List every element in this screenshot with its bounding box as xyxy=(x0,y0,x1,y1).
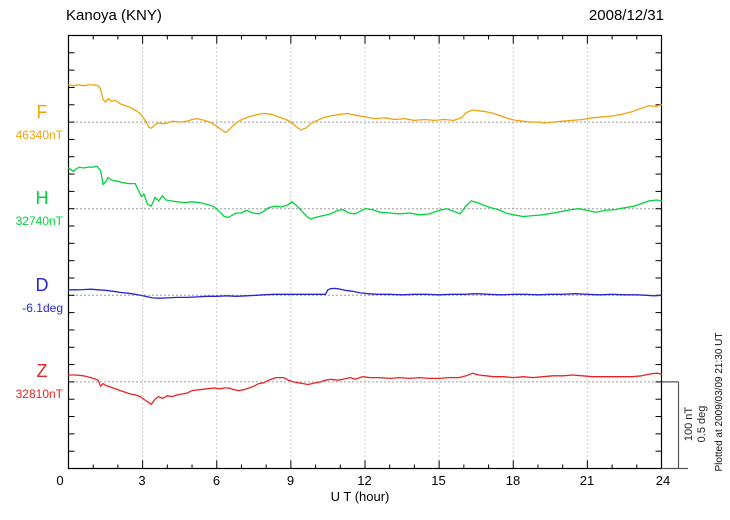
x-tick-label: 24 xyxy=(655,473,671,488)
trace-Z xyxy=(67,372,663,406)
trace-H xyxy=(67,165,663,220)
series-letter-Z: Z xyxy=(36,361,48,381)
trace-F xyxy=(67,84,663,134)
series-letter-D: D xyxy=(35,275,49,295)
scale-bar-label-deg: 0.5 deg xyxy=(696,405,708,443)
series-baseline-H: 32740nT xyxy=(15,214,63,228)
x-tick-label: 6 xyxy=(212,473,221,488)
x-tick-label: 3 xyxy=(138,473,146,488)
x-tick-label: 12 xyxy=(357,473,372,488)
series-baseline-F: 46340nT xyxy=(15,128,63,142)
x-tick-label: 0 xyxy=(56,473,64,488)
x-tick-label: 18 xyxy=(505,473,521,488)
x-tick-label: 15 xyxy=(431,473,446,488)
plot-date: 2008/12/31 xyxy=(588,7,664,24)
series-baseline-D: -6.1deg xyxy=(22,301,63,315)
scale-bar-label: 100 nT 0.5 deg xyxy=(683,398,711,450)
x-axis-title: U T (hour) xyxy=(330,489,390,504)
x-tick-label: 21 xyxy=(579,473,595,488)
series-letter-H: H xyxy=(35,188,49,208)
trace-D xyxy=(67,287,663,299)
station-title: Kanoya (KNY) xyxy=(66,7,162,24)
series-letter-F: F xyxy=(36,102,48,122)
x-tick-label: 9 xyxy=(286,473,295,488)
scale-bar-label-nt: 100 nT xyxy=(683,406,695,442)
series-baseline-Z: 32810nT xyxy=(15,387,63,401)
plotted-at-note: Plotted at 2009/03/09 21:30 UT xyxy=(714,332,725,472)
